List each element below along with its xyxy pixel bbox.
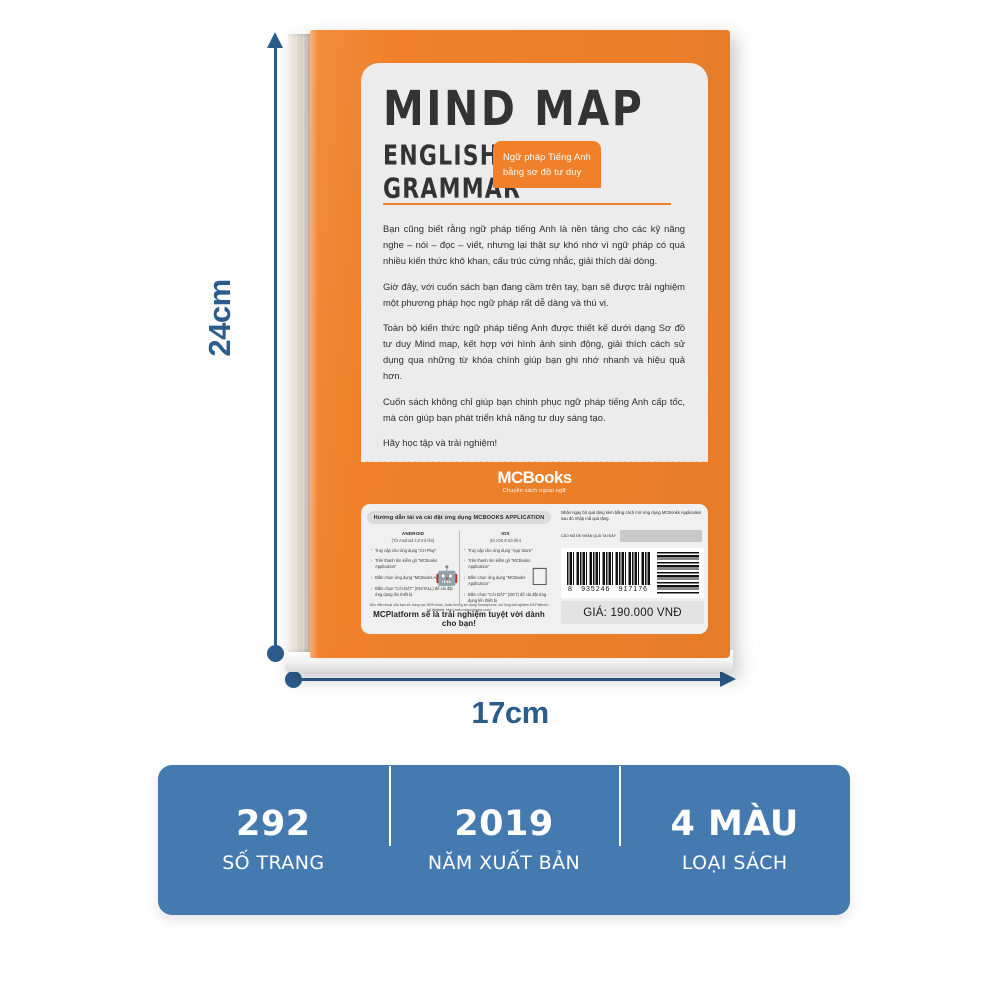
dimension-endpoint-dot-vertical-icon (267, 645, 284, 662)
dimension-line-vertical (274, 42, 277, 652)
ios-step: Truy cập cho ứng dụng "App Store" (464, 547, 547, 554)
title-english: ENGLISH (383, 140, 500, 172)
blurb-paragraph: Bạn cũng biết rằng ngữ pháp tiếng Anh là… (383, 223, 685, 267)
blurb-paragraph: Giờ đây, với cuốn sách bạn đang cầm trên… (383, 280, 685, 308)
book-back-cover: MIND MAP ENGLISH GRAMMAR Ngữ pháp Tiếng … (284, 30, 734, 672)
blurb-paragraph: Cuốn sách không chỉ giúp bạn chinh phục … (383, 395, 685, 423)
dimension-label-width: 17cm (471, 695, 549, 730)
app-guide-android-column: ANDROID (Từ Android 4.0 trở lên) Truy cậ… (367, 531, 459, 604)
barcode-digits-left: 935246 (581, 586, 611, 593)
stat-label: SỐ TRANG (222, 851, 325, 874)
title-mind-map: MIND MAP (383, 80, 645, 137)
dimension-arrow-right-icon (720, 671, 736, 687)
android-subtitle: (Từ Android 4.0 trở lên) (391, 537, 435, 543)
book-page-edges (288, 34, 314, 652)
stat-color-type: 4 MÀU LOẠI SÁCH (619, 766, 850, 874)
barcode-secondary (657, 552, 699, 594)
app-guide-header: Hướng dẫn tải và cài đặt ứng dụng MCBOOK… (367, 511, 551, 524)
dimension-label-height: 24cm (202, 279, 237, 357)
dimension-line-horizontal (292, 678, 724, 681)
cover-gloss-highlight (310, 30, 318, 658)
ios-title: IOS (501, 531, 510, 536)
gift-code-row: CÀO MÃ ĐỂ NHẬN QUÀ TẠI ĐÂY (561, 529, 702, 542)
title-underline-rule (383, 203, 671, 205)
stat-year: 2019 NĂM XUẤT BẢN (388, 766, 620, 874)
barcode-digits-right: 917176 (618, 586, 648, 593)
android-step: Truy cập cho ứng dụng "CH Play" (371, 547, 455, 554)
ios-step: Bấm chọn "CÀI ĐẶT" (GET) để cài đặt ứng … (464, 592, 547, 604)
publisher-logo-band: MCBooks Chuyên sách ngoại ngữ (361, 461, 708, 502)
android-step: Bấm chọn "CÀI ĐẶT" (INSTALL) để cài đặt … (371, 586, 455, 598)
apple-icon:  (530, 565, 549, 590)
app-guide-left-column: Hướng dẫn tải và cài đặt ứng dụng MCBOOK… (361, 504, 557, 634)
android-title: ANDROID (401, 531, 425, 536)
book-cover-orange: MIND MAP ENGLISH GRAMMAR Ngữ pháp Tiếng … (310, 30, 730, 658)
ios-subtitle: (từ iOS 8 trở lên) (490, 537, 521, 543)
app-guide-footnote: Nếu điện thoại của bạn sử dụng các HĐH k… (369, 602, 549, 612)
android-step: Bấm chọn ứng dụng "MCBooks Application" (371, 575, 455, 581)
gift-code-scratch-area (620, 529, 702, 542)
stat-label: NĂM XUẤT BẢN (427, 851, 581, 874)
app-guide-panel: Hướng dẫn tải và cài đặt ứng dụng MCBOOK… (361, 504, 708, 634)
publisher-tagline: Chuyên sách ngoại ngữ (502, 488, 567, 494)
app-guide-right-column: Nhận ngay bộ quà tặng kèm bằng cách mở ứ… (557, 504, 708, 634)
price-label: GIÁ: 190.000 VNĐ (561, 601, 704, 624)
android-icon: 🤖 (435, 566, 459, 587)
barcode-ean13: 8 935246 917176 (561, 548, 657, 598)
book-stats-bar: 292 SỐ TRANG 2019 NĂM XUẤT BẢN 4 MÀU LOẠ… (158, 765, 850, 915)
barcode-bars (567, 552, 651, 585)
barcode-digits: 8 935246 917176 (567, 585, 651, 593)
barcode-digit-prefix: 8 (568, 586, 573, 593)
android-step: Trên thanh tìm kiếm gõ "MCBooks Applicat… (371, 558, 455, 570)
cover-text-panel: MIND MAP ENGLISH GRAMMAR Ngữ pháp Tiếng … (361, 63, 708, 462)
barcode-block: 8 935246 917176 (561, 548, 704, 598)
blurb-paragraph: Hãy học tập và trải nghiệm! (383, 436, 498, 448)
subtitle-badge: Ngữ pháp Tiếng Anh bằng sơ đồ tư duy (493, 141, 601, 188)
gift-code-label: CÀO MÃ ĐỂ NHẬN QUÀ TẠI ĐÂY (561, 533, 617, 538)
stat-value: 4 MÀU (670, 804, 799, 845)
stat-value: 292 (236, 804, 311, 845)
subtitle-line-1: Ngữ pháp Tiếng Anh (503, 152, 591, 163)
gift-instructions: Nhận ngay bộ quà tặng kèm bằng cách mở ứ… (561, 510, 702, 522)
dimension-arrow-up-icon (267, 32, 283, 48)
stat-pages: 292 SỐ TRANG (158, 806, 389, 874)
ios-step: Bấm chọn ứng dụng "MCBooks Application" (464, 575, 547, 587)
stat-value: 2019 (454, 804, 554, 845)
blurb-paragraph: Toàn bộ kiến thức ngữ pháp tiếng Anh đượ… (383, 321, 685, 382)
ios-step: Trên thanh tìm kiếm gõ "MCBooks Applicat… (464, 558, 547, 570)
back-cover-blurb: Bạn cũng biết rằng ngữ pháp tiếng Anh là… (383, 221, 685, 451)
app-guide-ios-column: IOS (từ iOS 8 trở lên) Truy cập cho ứng … (459, 531, 551, 604)
app-guide-cta: MCPlatform sẽ là trải nghiệm tuyệt vời d… (373, 610, 545, 628)
publisher-name: MCBooks (497, 468, 572, 487)
subtitle-line-2: bằng sơ đồ tư duy (503, 166, 582, 177)
app-guide-columns: ANDROID (Từ Android 4.0 trở lên) Truy cậ… (367, 531, 551, 604)
stat-label: LOẠI SÁCH (681, 851, 788, 874)
